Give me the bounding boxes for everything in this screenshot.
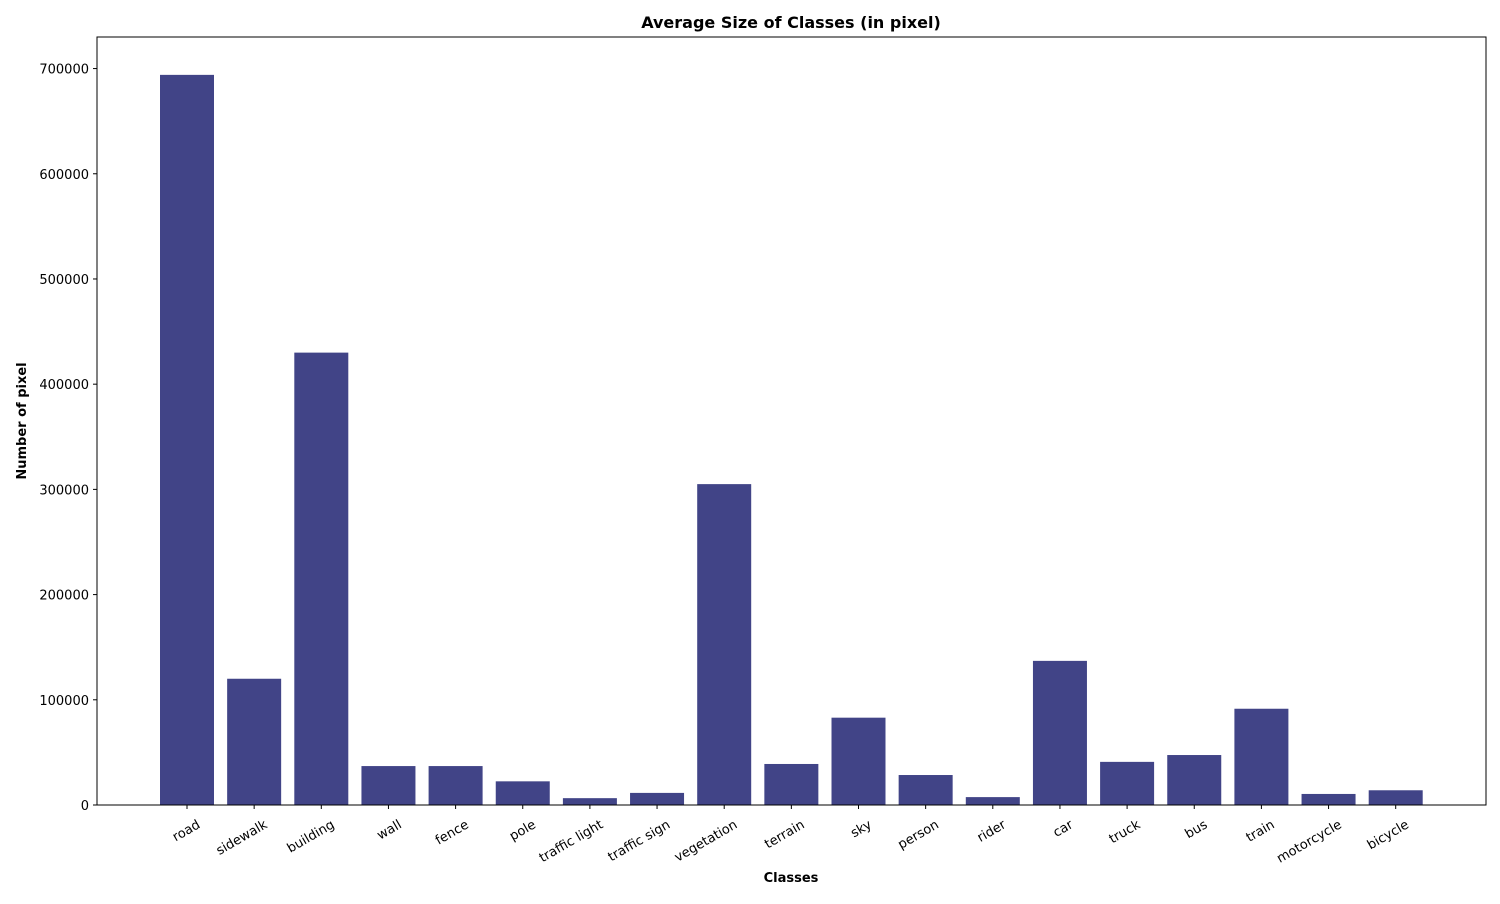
x-tick-label: road [170, 817, 203, 845]
y-tick-label: 400000 [39, 378, 89, 393]
x-tick-label: bicycle [1365, 817, 1412, 853]
bar-wall [361, 766, 416, 805]
bar-traffic-sign [630, 792, 685, 805]
x-axis: road sidewalk building wall fence poletraffic… [170, 805, 1412, 867]
x-tick-label: rider [975, 817, 1010, 846]
bar-pole [495, 781, 550, 805]
y-tick-label: 200000 [39, 589, 89, 604]
x-tick-label: truck [1107, 817, 1144, 847]
x-tick-label: pole [507, 817, 539, 844]
y-tick-label: 100000 [39, 694, 89, 709]
bar-rider [965, 797, 1020, 805]
bar-road [160, 74, 214, 806]
bar-traffic-light [562, 798, 617, 805]
bar-bus [1167, 755, 1222, 805]
bar-car [1032, 660, 1087, 805]
x-tick-label: building [285, 817, 338, 856]
x-tick-label: car [1051, 817, 1077, 841]
y-tick-label: 700000 [39, 63, 89, 78]
y-tick-label: 500000 [39, 273, 89, 288]
bar-truck [1100, 761, 1155, 805]
x-tick-label: terrain [762, 817, 807, 852]
bar-sidewalk [227, 678, 282, 805]
x-axis-label: Classes [764, 871, 819, 886]
x-tick-label: person [896, 817, 942, 852]
x-tick-label: sky [848, 817, 874, 841]
bar-bicycle [1368, 790, 1423, 805]
x-tick-label: motorcycle [1274, 817, 1344, 866]
x-tick-label: vegetation [672, 817, 740, 865]
y-axis-label: Number of pixel [15, 362, 30, 479]
bar-train [1234, 708, 1289, 805]
bar-motorcycle [1301, 793, 1356, 805]
y-tick-label: 600000 [39, 168, 89, 183]
y-axis: 0 100000 200000 300000 400000 500000 600000 700… [39, 63, 97, 814]
x-tick-label: sidewalk [214, 817, 271, 858]
x-tick-label: train [1244, 817, 1278, 845]
y-tick-label: 300000 [39, 483, 89, 498]
bar-building [294, 352, 349, 805]
x-tick-label: wall [375, 817, 405, 843]
bar-vegetation [697, 484, 752, 805]
bar-person [898, 775, 953, 805]
y-tick-label: 0 [81, 799, 89, 814]
bar-terrain [764, 763, 819, 805]
bar-fence [428, 766, 483, 805]
x-tick-label: bus [1183, 817, 1211, 842]
bars-group [160, 74, 1423, 806]
bar-sky [831, 717, 886, 805]
x-tick-label: traffic light [537, 817, 606, 866]
chart-title: Average Size of Classes (in pixel) [641, 13, 941, 32]
x-tick-label: fence [433, 817, 472, 848]
x-tick-label: traffic sign [606, 817, 673, 865]
